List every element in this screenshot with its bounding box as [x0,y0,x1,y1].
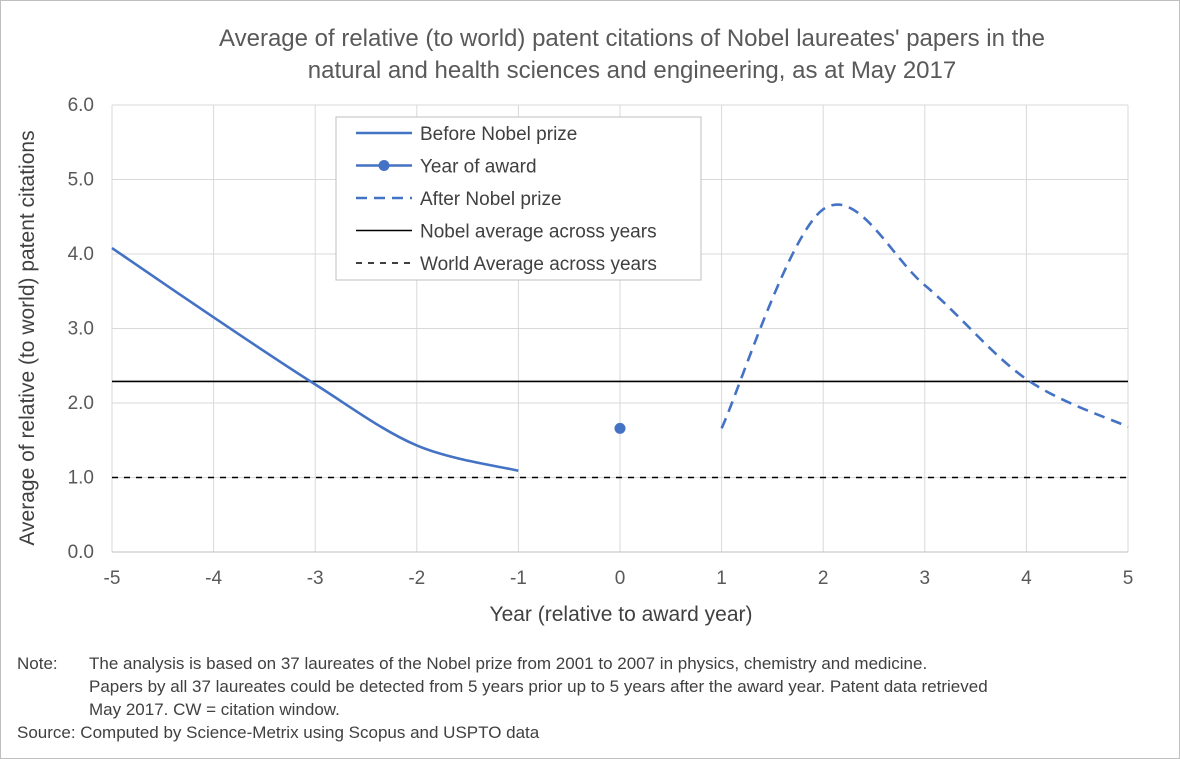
legend-item-world-avg: World Average across years [420,254,657,275]
x-tick-label: -3 [307,568,324,589]
y-tick-label: 6.0 [68,95,94,116]
chart-title-line-1: Average of relative (to world) patent ci… [219,25,1045,52]
y-tick-label: 2.0 [68,393,94,414]
series-layer [111,203,1129,473]
x-tick-label: -5 [104,568,121,589]
x-tick-label: 2 [818,568,829,589]
before-nobel-series-line [111,246,519,473]
x-axis-title: Year (relative to award year) [489,603,752,626]
x-tick-label: 4 [1021,568,1032,589]
y-axis-title: Average of relative (to world) patent ci… [16,130,39,545]
reference-lines [112,380,1128,479]
note-line-2: Papers by all 37 laureates could be dete… [89,677,988,696]
source-line: Source: Computed by Science-Metrix using… [17,723,540,742]
note-line-3: May 2017. CW = citation window. [89,700,340,719]
after-nobel-series-line [720,203,1129,429]
legend-item-before: Before Nobel prize [420,124,577,145]
x-tick-label: -1 [510,568,527,589]
x-tick-label: 5 [1123,568,1134,589]
legend-item-award: Year of award [420,157,537,178]
chart-title-line-2: natural and health sciences and engineer… [308,57,956,84]
legend-item-after: After Nobel prize [420,189,562,210]
tick-labels: -5 -4 -3 -2 -1 0 1 2 3 4 5 0.0 1.0 2.0 3.0 4.0 5.0 6.0 [68,95,1134,589]
y-tick-label: 1.0 [68,468,94,489]
legend-item-nobel-avg: Nobel average across years [420,222,657,243]
x-tick-label: 1 [716,568,727,589]
legend-swatch-marker [378,160,390,171]
x-tick-label: 3 [920,568,931,589]
y-tick-label: 4.0 [68,244,94,265]
x-tick-label: 0 [615,568,626,589]
legend: Before Nobel prize Year of award After Nob… [335,116,702,281]
x-tick-label: -4 [205,568,222,589]
x-tick-label: -2 [408,568,425,589]
y-tick-label: 3.0 [68,319,94,340]
note-label: Note: [17,654,58,673]
note-line-1: The analysis is based on 37 laureates of… [89,654,928,673]
y-tick-label: 5.0 [68,170,94,191]
y-tick-label: 0.0 [68,542,94,563]
year-of-award-point [614,422,626,434]
